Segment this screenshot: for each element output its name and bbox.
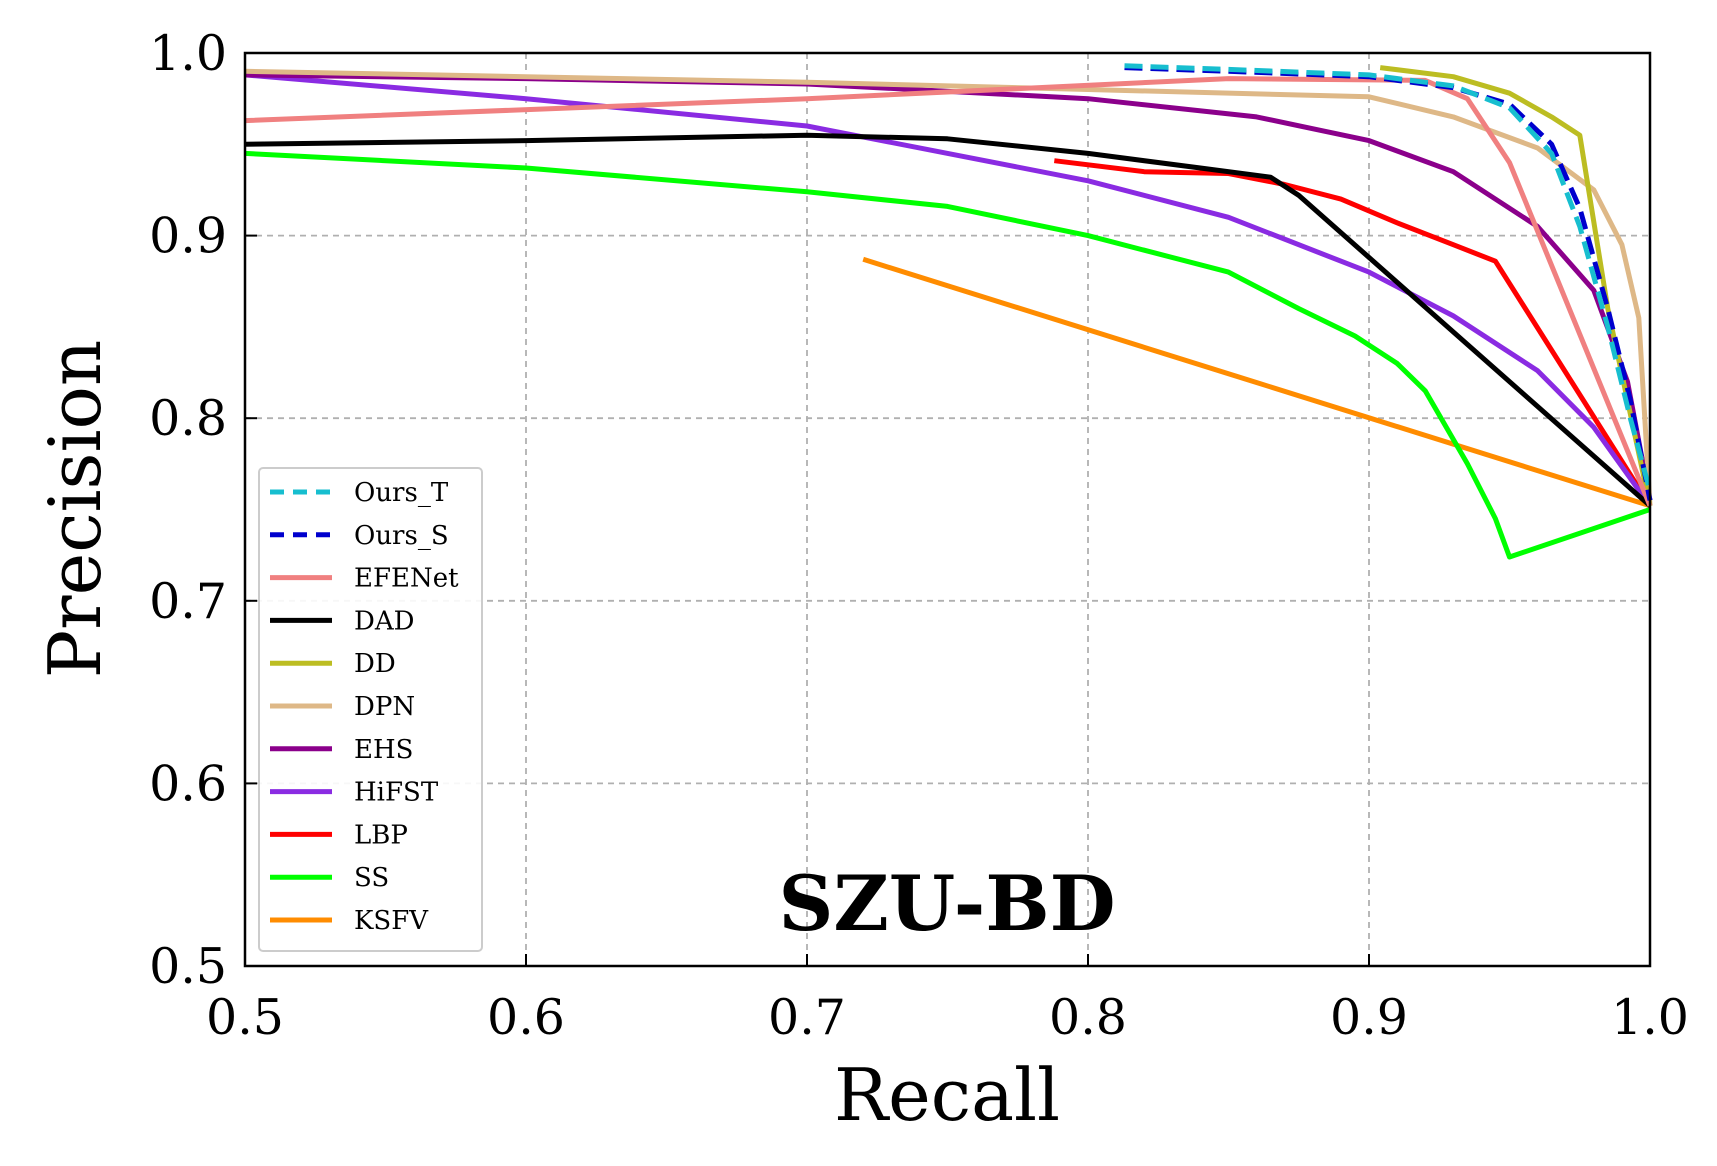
axis-ticks: 0.5 0.6 0.7 0.8 0.9 1.0 0.5 0.6 0.7 0.8 0.9 1.0: [149, 25, 1689, 1046]
legend-label-ksfv: KSFV: [354, 906, 429, 936]
x-tick-label: 0.6: [487, 989, 565, 1046]
series-line-dad: [244, 132, 1652, 508]
legend-label-ehs: EHS: [354, 735, 413, 765]
series-line-hifst: [244, 72, 1653, 508]
x-tick-label: 1.0: [1611, 989, 1689, 1046]
series-line-lbp: [1053, 158, 1653, 508]
chart-title: SZU-BD: [779, 859, 1116, 948]
x-tick-label: 0.9: [1330, 989, 1408, 1046]
legend-label-dpn: DPN: [354, 692, 415, 722]
y-axis-label: Precision: [33, 340, 117, 679]
legend-label-hifst: HiFST: [354, 778, 439, 808]
x-tick-label: 0.7: [768, 989, 846, 1046]
legend-label-efenet: EFENet: [354, 564, 459, 594]
legend-label-ss: SS: [354, 863, 389, 893]
series-line-dd: [1379, 65, 1653, 507]
legend-label-ours-s: Ours_S: [354, 521, 449, 551]
series-line-ss: [244, 150, 1651, 560]
x-tick-label: 0.8: [1049, 989, 1127, 1046]
legend-frame: [258, 467, 483, 952]
y-tick-label: 0.7: [149, 573, 227, 630]
series-lines: [244, 63, 1653, 560]
plot-frame: [243, 51, 1652, 968]
series-line-ksfv: [862, 256, 1651, 509]
legend-label-dd: DD: [354, 649, 396, 679]
y-tick-label: 0.9: [149, 208, 227, 265]
x-axis-label: Recall: [834, 1053, 1060, 1137]
series-line-ours-s: [1124, 65, 1653, 501]
legend-label-lbp: LBP: [354, 820, 408, 850]
legend: Ours_T Ours_S EFENet DAD DD DPN EHS HiFST LBP SS K…: [258, 467, 483, 952]
x-tick-label: 0.5: [206, 989, 284, 1046]
y-tick-label: 0.6: [149, 755, 227, 812]
legend-label-ours-t: Ours_T: [354, 478, 449, 508]
y-tick-label: 1.0: [149, 25, 227, 82]
grid: [245, 53, 1650, 966]
series-line-ours-t: [1124, 63, 1653, 492]
legend-label-dad: DAD: [354, 606, 414, 636]
y-tick-label: 0.8: [149, 390, 227, 447]
series-line-dpn: [244, 68, 1653, 506]
y-tick-label: 0.5: [149, 938, 227, 995]
